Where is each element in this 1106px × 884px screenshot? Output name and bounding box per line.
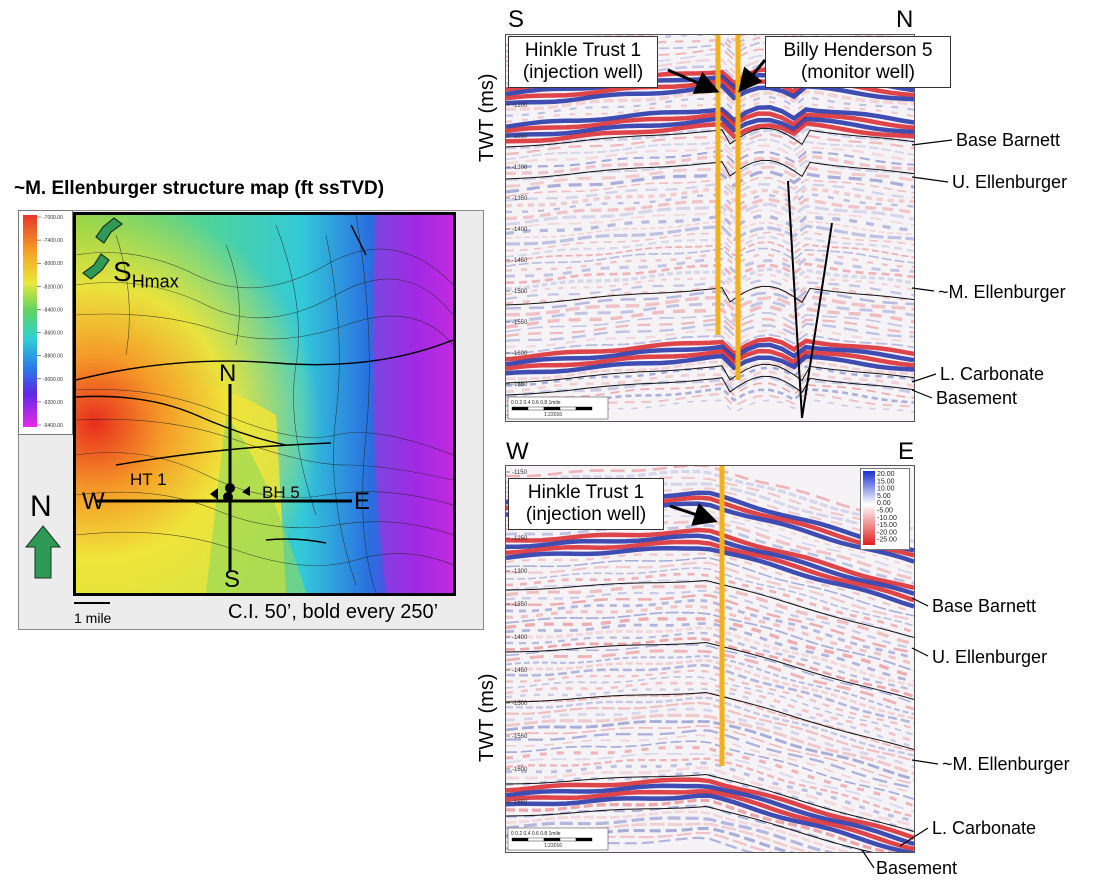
amplitude-tick-label: -10.00	[877, 515, 897, 522]
top-horizon-l-carbonate: L. Carbonate	[940, 364, 1045, 384]
bottom-horizon-base-barnett: Base Barnett	[932, 596, 1037, 616]
bottom-section-axis-label: TWT (ms)	[476, 673, 498, 763]
twt-tick-label: -1150	[512, 470, 528, 476]
map-title: ~M. Ellenburger structure map (ft ssTVD)	[14, 178, 385, 199]
well-label-ht1: HT 1	[130, 470, 167, 489]
twt-tick-label: -1450	[512, 258, 528, 264]
svg-text:0 0.2 0.4 0.6 0.8 1mile: 0 0.2 0.4 0.6 0.8 1mile	[511, 400, 561, 406]
contour-interval-note: C.I. 50’, bold every 250’	[228, 601, 439, 623]
well-label-bh5: BH 5	[262, 483, 300, 502]
amplitude-tick-label: -25.00	[877, 537, 897, 544]
twt-tick-label: -1550	[512, 734, 528, 740]
top-seismic-section: -1200 -1250 -1300 -1350 -1400 -1450 -1500 -1550…	[505, 34, 915, 422]
bottom-section-left-dir: W	[506, 438, 529, 465]
twt-tick-label: -1500	[512, 701, 528, 707]
amplitude-tick-label: 15.00	[877, 478, 895, 485]
map-scale-label: 1 mile	[74, 610, 112, 626]
amplitude-tick-label: 20.00	[877, 471, 895, 478]
colorbar-tick-label: -9200.00	[43, 400, 63, 406]
amplitude-tick-label: 10.00	[877, 486, 895, 493]
top-section-right-dir: N	[896, 6, 914, 33]
colorbar-tick-label: -8600.00	[43, 331, 63, 337]
shmax-label: SHmax	[113, 256, 179, 292]
colorbar-tick-label: -8200.00	[43, 284, 63, 290]
twt-tick-label: -1300	[512, 569, 528, 575]
twt-tick-label: -1200	[512, 103, 528, 109]
bottom-horizon-m-ellenburger: ~M. Ellenburger	[942, 754, 1070, 774]
twt-tick-label: -1600	[512, 351, 528, 357]
twt-tick-label: -1350	[512, 196, 528, 202]
twt-tick-label: -1400	[512, 227, 528, 233]
bottom-horizon-l-carbonate: L. Carbonate	[932, 818, 1037, 838]
section-scale-bar: 0 0.2 0.4 0.6 0.8 1mile 1:22016	[507, 827, 609, 851]
twt-tick-label: -1400	[512, 635, 528, 641]
north-arrow-icon	[24, 525, 62, 579]
twt-tick-label: -1500	[512, 289, 528, 295]
twt-tick-label: -1300	[512, 165, 528, 171]
map-line-south-label: S	[224, 566, 241, 593]
amplitude-tick-label: 0.00	[877, 500, 891, 507]
svg-text:1:22016: 1:22016	[544, 843, 562, 849]
twt-tick-label: -1250	[512, 134, 528, 140]
colorbar-tick-label: -9000.00	[43, 377, 63, 383]
top-horizon-m-ellenburger: ~M. Ellenburger	[938, 282, 1066, 302]
twt-tick-label: -1450	[512, 668, 528, 674]
colorbar-tick-label: -7000.00	[43, 215, 63, 221]
top-horizon-u-ellenburger: U. Ellenburger	[952, 172, 1068, 192]
top-section-axis-label: TWT (ms)	[476, 73, 498, 163]
twt-tick-label: -1350	[512, 602, 528, 608]
colorbar-tick-label: -8800.00	[43, 354, 63, 360]
amplitude-tick-label: -5.00	[877, 508, 893, 515]
map-line-east-label: E	[354, 488, 371, 515]
bottom-section-right-dir: E	[898, 438, 915, 465]
bottom-horizon-u-ellenburger: U. Ellenburger	[932, 647, 1048, 667]
twt-tick-label: -1250	[512, 536, 528, 542]
structure-map	[73, 212, 456, 596]
colorbar-tick-label: -9400.00	[43, 423, 63, 429]
top-horizon-basement: Basement	[936, 388, 1018, 408]
top-callout-billy-henderson: Billy Henderson 5 (monitor well)	[765, 36, 951, 88]
twt-tick-label: -1550	[512, 320, 528, 326]
map-line-west-label: W	[82, 488, 105, 515]
section-scale-bar: 0 0.2 0.4 0.6 0.8 1mile 1:22016	[507, 396, 609, 420]
top-section-left-dir: S	[508, 6, 525, 33]
amplitude-tick-label: 5.00	[877, 493, 891, 500]
top-callout-hinkle-trust: Hinkle Trust 1 (injection well)	[508, 36, 658, 88]
twt-tick-label: -1650	[512, 800, 528, 806]
shmax-arrows-icon	[81, 217, 124, 280]
amplitude-legend: 20.00 15.00 10.00 5.00 0.00 -5.00 -10.00 -15.00…	[860, 468, 910, 550]
colorbar-tick-label: -7400.00	[43, 238, 63, 244]
bottom-callout-hinkle-trust: Hinkle Trust 1 (injection well)	[508, 478, 664, 530]
north-arrow-label: N	[30, 490, 52, 523]
amplitude-tick-label: -15.00	[877, 522, 897, 529]
bottom-horizon-basement: Basement	[876, 858, 958, 878]
colorbar-tick-label: -8400.00	[43, 307, 63, 313]
colorbar-tick-label: -8000.00	[43, 261, 63, 267]
svg-text:1:22016: 1:22016	[544, 412, 562, 418]
map-line-north-label: N	[219, 360, 237, 387]
twt-tick-label: -1650	[512, 382, 528, 388]
svg-text:0 0.2 0.4 0.6 0.8 1mile: 0 0.2 0.4 0.6 0.8 1mile	[511, 831, 561, 837]
amplitude-tick-label: -20.00	[877, 529, 897, 536]
map-colorbar: -7000.00 -7400.00 -8000.00 -8200.00 -8400.00…	[18, 210, 73, 435]
twt-tick-label: -1600	[512, 767, 528, 773]
top-horizon-base-barnett: Base Barnett	[956, 130, 1061, 150]
